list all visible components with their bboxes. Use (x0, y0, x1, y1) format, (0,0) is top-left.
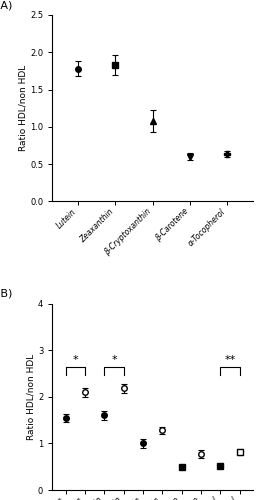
Text: **: ** (224, 354, 236, 364)
Y-axis label: Ratio HDL/non HDL: Ratio HDL/non HDL (18, 65, 27, 152)
Text: *: * (111, 354, 117, 364)
Text: (B): (B) (0, 289, 12, 299)
Text: (A): (A) (0, 0, 12, 10)
Text: *: * (73, 354, 78, 364)
Y-axis label: Ratio HDL/non HDL: Ratio HDL/non HDL (26, 354, 35, 440)
